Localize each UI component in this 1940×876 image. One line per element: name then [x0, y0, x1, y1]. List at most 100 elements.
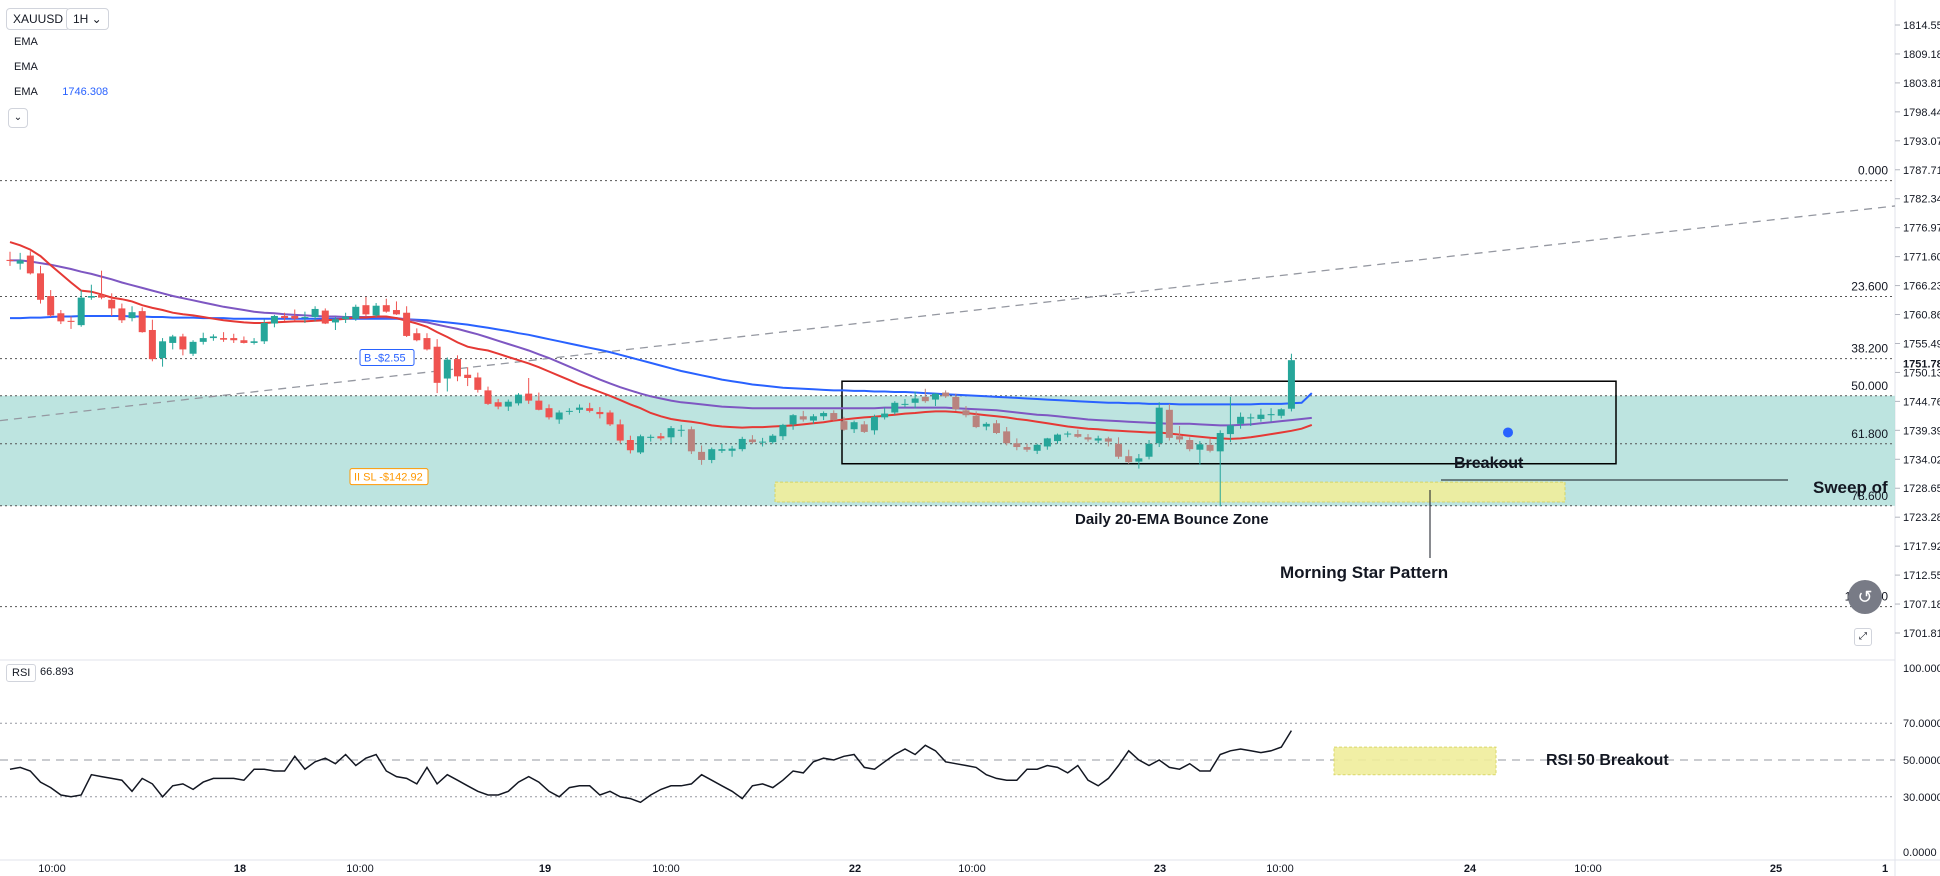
candle-body — [748, 439, 756, 443]
fibonacci-retracement: 0.00023.60038.20050.00061.80078.600100.0… — [0, 164, 1895, 608]
rsi-legend-label[interactable]: RSI — [6, 664, 37, 682]
price-tick-label: 1782.342 — [1903, 194, 1940, 206]
candle-body — [118, 308, 126, 321]
candle-body — [159, 341, 167, 359]
rsi-axis[interactable]: 100.0000 70.0000 50.0000 30.0000 0.0000 — [1903, 663, 1940, 859]
candle-body — [321, 310, 329, 324]
candle-body — [148, 329, 156, 360]
candle-body — [830, 413, 838, 421]
stop-loss-label: II SL -$142.92 — [354, 472, 423, 484]
price-tick-label: 1744.762 — [1903, 396, 1940, 408]
candle-body — [769, 435, 777, 443]
candle-body — [962, 410, 970, 416]
price-tick-label: 1755.499 — [1903, 338, 1940, 350]
candle-body — [331, 319, 339, 323]
candle-body — [972, 415, 980, 428]
trade-marker-icon — [1503, 427, 1513, 438]
breakout-label: Breakout — [1454, 455, 1524, 472]
price-tick-label: 1809.184 — [1903, 49, 1940, 61]
time-axis[interactable]: 10:00 18 10:00 19 10:00 22 10:00 23 10:00 24 10:00… — [38, 863, 1888, 875]
price-tick-label: 1787.710 — [1903, 165, 1940, 177]
fib-level-label: 50.000 — [1851, 379, 1888, 393]
annotation-overlay: B -$2.55 II SL -$142.92 Breakout Sweep of Da… — [349, 348, 1888, 582]
candle-body — [881, 413, 889, 418]
candle-body — [606, 412, 614, 425]
candle-body — [352, 306, 360, 319]
ema-mid-line — [10, 259, 1312, 427]
candle-body — [77, 297, 85, 326]
candle-body — [443, 359, 451, 379]
candle-body — [1104, 438, 1112, 442]
candle-body — [128, 312, 136, 319]
price-tick-label: 1723.288 — [1903, 512, 1940, 524]
price-tick-label: 1766.236 — [1903, 281, 1940, 293]
candle-body — [596, 411, 604, 415]
morning-star-label: Morning Star Pattern — [1280, 563, 1448, 582]
timeframe-selector[interactable]: 1H ⌄ — [66, 8, 109, 30]
time-tick-label: 10:00 — [1574, 863, 1602, 875]
time-tick-label: 10:00 — [1266, 863, 1294, 875]
candle-body — [850, 422, 858, 430]
candle-body — [982, 423, 990, 427]
ema-legend-label: EMA — [14, 86, 38, 98]
time-tick-label: 10:00 — [38, 863, 66, 875]
candle-body — [1003, 431, 1011, 444]
candle-body — [616, 424, 624, 441]
time-tick-label: 10:00 — [958, 863, 986, 875]
ema-legend-3[interactable]: EMA 1746.308 — [14, 86, 108, 98]
price-axis[interactable]: 1814.553 1809.184 1803.816 1798.447 1793.079… — [1895, 20, 1940, 640]
reset-chart-icon[interactable]: ↺ — [1848, 580, 1882, 614]
candle-body — [1054, 434, 1062, 442]
candle-body — [362, 305, 370, 315]
candle-body — [576, 407, 584, 410]
candle-body — [108, 299, 116, 309]
candle-body — [1196, 444, 1204, 450]
candle-body — [87, 296, 95, 298]
price-tick-label: 1701.814 — [1903, 628, 1940, 640]
time-tick-label: 24 — [1464, 863, 1477, 875]
rsi-tick-label: 50.0000 — [1903, 755, 1940, 767]
candle-body — [16, 260, 24, 264]
candle-body — [230, 338, 238, 341]
candle-body — [291, 315, 299, 319]
price-tick-label: 1798.447 — [1903, 107, 1940, 119]
candle-body — [870, 416, 878, 431]
ema-legend-2[interactable]: EMA — [14, 61, 38, 73]
candle-body — [1287, 360, 1295, 409]
buy-order-label: B -$2.55 — [364, 352, 406, 364]
bounce-zone — [774, 481, 1566, 503]
candle-body — [382, 305, 390, 312]
price-tick-label: 1728.657 — [1903, 483, 1940, 495]
candle-body — [1277, 409, 1285, 416]
candle-body — [1155, 407, 1163, 444]
candle-body — [37, 273, 45, 300]
candle-body — [209, 336, 217, 339]
candle-body — [840, 421, 848, 430]
candle-body — [820, 413, 828, 417]
price-tick-label: 1793.079 — [1903, 136, 1940, 148]
candle-body — [464, 374, 472, 378]
current-price-label: 1751.788 — [1903, 358, 1940, 370]
candle-body — [759, 441, 767, 443]
candle-body — [1237, 416, 1245, 424]
candle-body — [718, 449, 726, 451]
time-tick-label: 22 — [849, 863, 861, 875]
auto-scale-icon[interactable]: ⤢ — [1854, 628, 1872, 646]
ema-legend-1[interactable]: EMA — [14, 36, 38, 48]
fib-level-label: 38.200 — [1851, 342, 1888, 356]
ema-lines — [9, 241, 1313, 440]
candle-body — [423, 338, 431, 350]
price-tick-label: 1739.394 — [1903, 425, 1940, 437]
symbol-selector[interactable]: XAUUSD — [6, 8, 71, 30]
candle-body — [433, 346, 441, 383]
price-tick-label: 1750.131 — [1903, 367, 1940, 379]
collapse-legend-button[interactable]: ⌄ — [8, 108, 28, 128]
ema-fast-line — [9, 241, 1313, 440]
candle-body — [667, 428, 675, 438]
candle-body — [6, 259, 14, 261]
candle-body — [1084, 437, 1092, 440]
rsi-pane: RSI 50 Breakout — [0, 722, 1895, 804]
candle-body — [545, 408, 553, 418]
candle-body — [372, 305, 380, 316]
rsi-tick-label: 0.0000 — [1903, 847, 1937, 859]
